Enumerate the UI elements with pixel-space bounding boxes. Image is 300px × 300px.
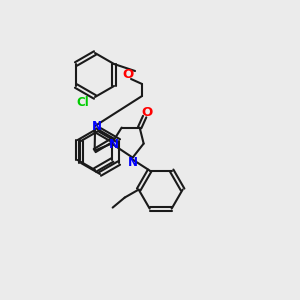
Text: O: O bbox=[122, 68, 134, 80]
Text: N: N bbox=[92, 121, 102, 134]
Text: N: N bbox=[109, 137, 119, 151]
Text: N: N bbox=[128, 156, 138, 169]
Text: O: O bbox=[141, 106, 152, 119]
Text: Cl: Cl bbox=[76, 97, 89, 110]
